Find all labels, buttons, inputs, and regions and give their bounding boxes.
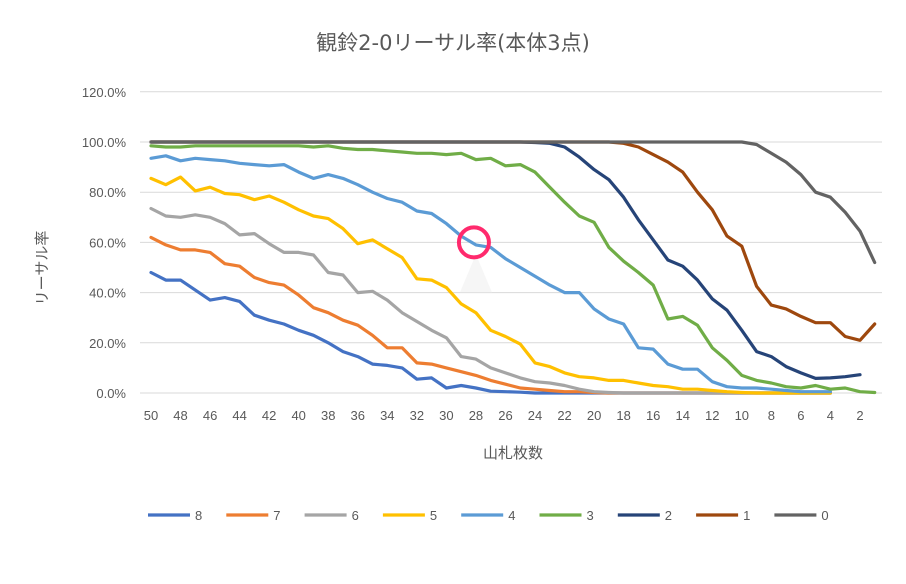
x-tick-label: 32 <box>410 408 424 423</box>
series-line-3 <box>149 144 877 395</box>
x-tick-label: 34 <box>380 408 394 423</box>
y-tick-label: 120.0% <box>82 85 127 100</box>
x-tick-label: 6 <box>797 408 804 423</box>
legend-label-7: 7 <box>273 508 280 523</box>
x-tick-label: 16 <box>646 408 660 423</box>
x-tick-label: 28 <box>469 408 483 423</box>
x-tick-label: 10 <box>735 408 749 423</box>
x-tick-label: 38 <box>321 408 335 423</box>
x-tick-label: 24 <box>528 408 542 423</box>
series-line-5 <box>149 175 833 395</box>
x-axis-title: 山札枚数 <box>483 444 543 462</box>
legend-label-3: 3 <box>587 508 594 523</box>
x-tick-label: 8 <box>768 408 775 423</box>
x-tick-label: 2 <box>856 408 863 423</box>
legend-label-1: 1 <box>743 508 750 523</box>
y-tick-label: 80.0% <box>89 185 126 200</box>
y-tick-label: 20.0% <box>89 336 126 351</box>
x-tick-label: 18 <box>616 408 630 423</box>
legend-label-2: 2 <box>665 508 672 523</box>
x-tick-label: 44 <box>232 408 246 423</box>
chart-title: 観鈴2-0リーサル率(本体3点) <box>316 31 590 55</box>
legend-label-4: 4 <box>508 508 515 523</box>
x-tick-label: 50 <box>144 408 158 423</box>
x-tick-label: 4 <box>827 408 834 423</box>
legend-label-8: 8 <box>195 508 202 523</box>
y-axis-title: リーサル率 <box>33 231 51 306</box>
legend-label-5: 5 <box>430 508 437 523</box>
legend-label-0: 0 <box>821 508 828 523</box>
x-tick-label: 42 <box>262 408 276 423</box>
x-tick-label: 48 <box>173 408 187 423</box>
y-tick-label: 60.0% <box>89 235 126 250</box>
y-tick-label: 0.0% <box>96 386 126 401</box>
x-tick-label: 36 <box>351 408 365 423</box>
x-tick-label: 14 <box>675 408 689 423</box>
series-line-4 <box>149 154 833 394</box>
series-line-0 <box>149 140 877 265</box>
x-tick-label: 46 <box>203 408 217 423</box>
series-line-6 <box>149 206 833 395</box>
x-tick-label: 20 <box>587 408 601 423</box>
legend-label-6: 6 <box>352 508 359 523</box>
x-tick-label: 22 <box>557 408 571 423</box>
x-tick-label: 30 <box>439 408 453 423</box>
pointer-triangle <box>459 254 492 293</box>
x-tick-label: 12 <box>705 408 719 423</box>
y-tick-label: 100.0% <box>82 135 127 150</box>
highlight-circle <box>456 225 491 260</box>
x-tick-label: 26 <box>498 408 512 423</box>
x-tick-label: 40 <box>291 408 305 423</box>
series-line-1 <box>149 140 877 342</box>
y-tick-label: 40.0% <box>89 286 126 301</box>
